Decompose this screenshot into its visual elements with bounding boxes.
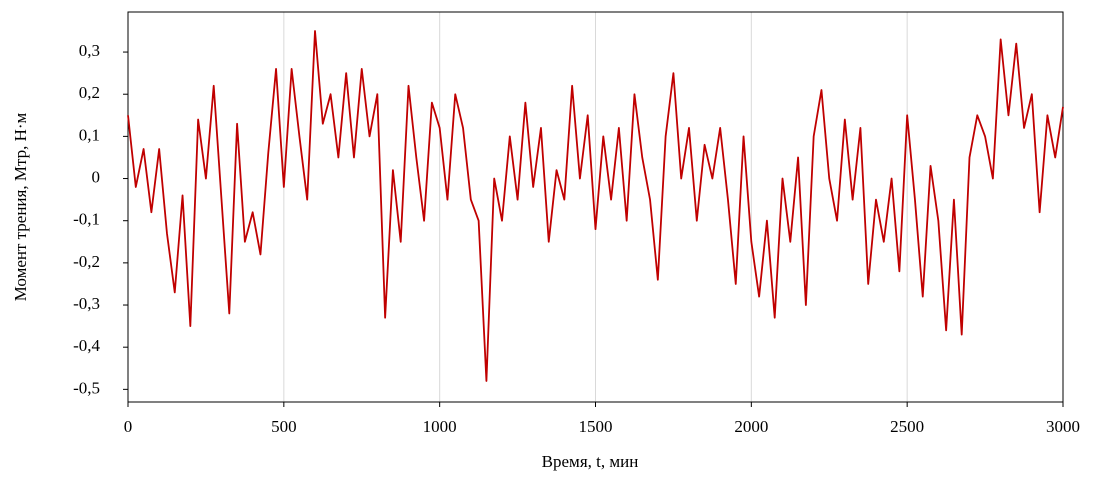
- y-axis-label: Момент трения, Mтр, Н·м: [11, 112, 30, 301]
- y-tick-label: 0,2: [79, 83, 100, 102]
- y-tick-label: 0: [92, 167, 101, 186]
- plot-frame: [127, 11, 1064, 403]
- x-axis-label: Время, t, мин: [542, 452, 639, 471]
- x-tick-label: 1500: [579, 417, 613, 436]
- y-tick-label: -0,4: [73, 336, 100, 355]
- x-tick-label: 0: [124, 417, 133, 436]
- y-tick-label: -0,3: [73, 294, 100, 313]
- data-line: [127, 30, 1064, 382]
- x-tick-label: 2500: [890, 417, 924, 436]
- y-tick-label: -0,1: [73, 210, 100, 229]
- y-tick-label: 0,3: [79, 41, 100, 60]
- x-tick-label: 1000: [423, 417, 457, 436]
- y-tick-label: -0,5: [73, 378, 100, 397]
- y-tick-label: 0,1: [79, 125, 100, 144]
- x-tick-label: 3000: [1046, 417, 1080, 436]
- x-tick-label: 500: [271, 417, 297, 436]
- x-tick-label: 2000: [734, 417, 768, 436]
- y-tick-label: -0,2: [73, 252, 100, 271]
